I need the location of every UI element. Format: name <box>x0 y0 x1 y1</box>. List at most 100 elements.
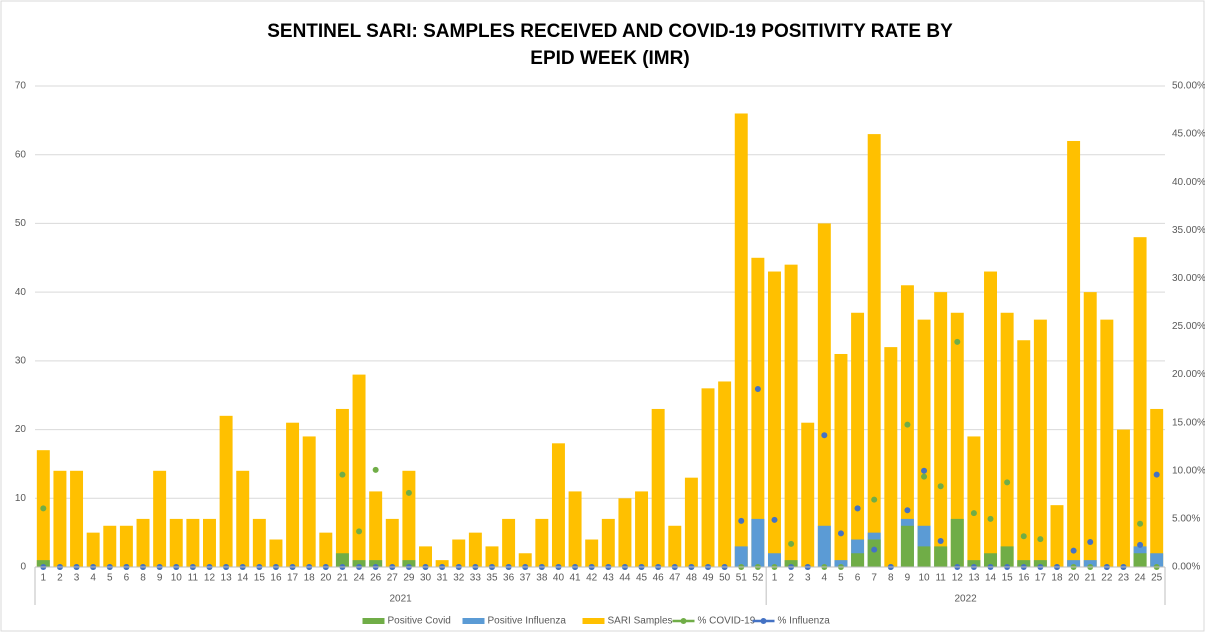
x-tick-label: 20 <box>320 573 332 584</box>
bar <box>585 539 599 567</box>
x-tick-label: 10 <box>918 573 930 584</box>
bar <box>468 532 482 567</box>
bar <box>286 422 300 567</box>
bar <box>768 553 781 567</box>
bar <box>1083 560 1097 567</box>
line-marker <box>788 540 795 547</box>
bar <box>186 518 200 567</box>
bar <box>502 518 516 567</box>
bar <box>1033 319 1047 567</box>
x-tick-label: 27 <box>387 573 399 584</box>
x-tick-label: 3 <box>805 573 811 584</box>
line-marker <box>904 421 911 428</box>
bar <box>900 525 914 567</box>
x-tick-label: 24 <box>353 573 365 584</box>
bar <box>1017 340 1031 567</box>
legend-label: % Influenza <box>778 616 831 627</box>
line-marker <box>1137 520 1144 527</box>
line-marker <box>937 483 944 490</box>
legend-swatch <box>760 618 767 624</box>
y-tick-label: 20 <box>15 424 27 435</box>
bar <box>402 470 416 567</box>
x-tick-label: 33 <box>470 573 482 584</box>
line-marker <box>1004 479 1011 486</box>
line-marker <box>356 528 363 535</box>
x-tick-label: 13 <box>968 573 980 584</box>
x-tick-label: 18 <box>304 573 316 584</box>
bar <box>967 436 981 567</box>
x-tick-label: 21 <box>1085 573 1097 584</box>
bar <box>568 491 582 567</box>
line-marker <box>1037 536 1044 543</box>
bar <box>103 525 117 567</box>
y2-tick-label: 15.00% <box>1172 417 1205 428</box>
x-tick-label: 5 <box>107 573 113 584</box>
x-tick-label: 3 <box>74 573 80 584</box>
bar <box>153 470 167 567</box>
x-tick-label: 4 <box>90 573 96 584</box>
x-tick-label: 8 <box>140 573 146 584</box>
bar <box>734 113 748 567</box>
bar <box>684 477 698 567</box>
y2-tick-label: 40.00% <box>1172 177 1205 188</box>
line-marker <box>921 473 928 480</box>
bar <box>668 525 682 567</box>
legend-label: SARI Samples <box>608 616 673 627</box>
x-tick-label: 40 <box>553 573 565 584</box>
bar <box>252 518 266 567</box>
x-tick-label: 11 <box>935 573 946 584</box>
bar <box>435 560 449 567</box>
x-tick-label: 14 <box>237 573 249 584</box>
y2-tick-label: 35.00% <box>1172 225 1205 236</box>
x-tick-label: 29 <box>403 573 415 584</box>
legend-label: Positive Covid <box>388 616 451 627</box>
x-tick-label: 2 <box>788 573 794 584</box>
x-tick-label: 1 <box>41 573 47 584</box>
y2-tick-label: 30.00% <box>1172 273 1205 284</box>
bar <box>369 491 383 567</box>
bar <box>1133 553 1147 567</box>
x-tick-label: 20 <box>1068 573 1080 584</box>
x-tick-label: 45 <box>636 573 648 584</box>
x-tick-label: 24 <box>1135 573 1147 584</box>
bar <box>1116 429 1130 567</box>
x-tick-label: 30 <box>420 573 432 584</box>
x-tick-label: 37 <box>520 573 532 584</box>
x-tick-label: 52 <box>752 573 764 584</box>
x-tick-label: 11 <box>188 573 199 584</box>
x-tick-label: 35 <box>486 573 498 584</box>
x-tick-label: 18 <box>1051 573 1063 584</box>
legend-swatch <box>582 618 605 624</box>
y-tick-label: 40 <box>15 287 27 298</box>
bar <box>601 518 615 567</box>
line-marker <box>1137 541 1144 548</box>
x-tick-label: 12 <box>204 573 216 584</box>
bar <box>236 470 250 567</box>
x-tick-label: 50 <box>719 573 731 584</box>
x-tick-label: 15 <box>1002 573 1014 584</box>
bar <box>851 312 865 567</box>
y2-tick-label: 20.00% <box>1172 369 1205 380</box>
bar <box>917 319 931 567</box>
bar <box>352 374 366 567</box>
bar <box>1017 560 1031 567</box>
x-tick-label: 8 <box>888 573 894 584</box>
y2-tick-label: 45.00% <box>1172 129 1205 140</box>
x-tick-label: 12 <box>952 573 964 584</box>
bar <box>1050 505 1064 567</box>
bar <box>851 553 865 567</box>
bar <box>319 532 333 567</box>
line-marker <box>372 466 379 473</box>
x-tick-label: 4 <box>822 573 828 584</box>
legend-swatch <box>362 618 385 624</box>
y2-tick-label: 0.00% <box>1172 562 1200 573</box>
bar <box>635 491 649 567</box>
bar <box>203 518 216 567</box>
bar <box>1100 319 1114 567</box>
bar <box>734 546 748 567</box>
x-tick-label: 15 <box>254 573 266 584</box>
bar <box>169 518 183 567</box>
x-tick-label: 26 <box>370 573 382 584</box>
